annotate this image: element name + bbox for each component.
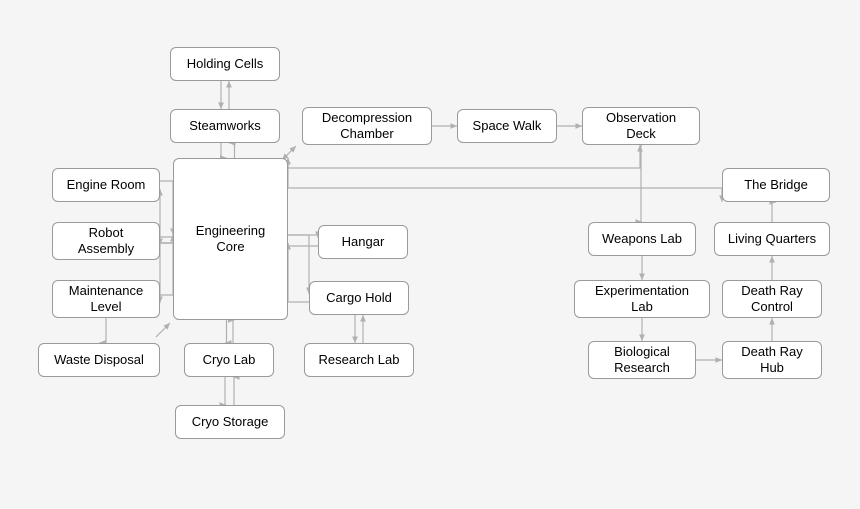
node-label: Death Ray Hub: [741, 344, 802, 375]
node-cargo: Cargo Hold: [309, 281, 409, 315]
node-label: Space Walk: [473, 118, 542, 134]
node-decomp: Decompression Chamber: [302, 107, 432, 145]
node-label: Experimentation Lab: [595, 283, 689, 314]
node-weapons-lab: Weapons Lab: [588, 222, 696, 256]
node-hangar: Hangar: [318, 225, 408, 259]
node-dr-control: Death Ray Control: [722, 280, 822, 318]
node-holding-cells: Holding Cells: [170, 47, 280, 81]
node-obs-deck: Observation Deck: [582, 107, 700, 145]
node-label: Biological Research: [614, 344, 670, 375]
node-bio-research: Biological Research: [588, 341, 696, 379]
node-label: Hangar: [342, 234, 385, 250]
node-steamworks: Steamworks: [170, 109, 280, 143]
node-label: Robot Assembly: [78, 225, 134, 256]
node-label: The Bridge: [744, 177, 808, 193]
node-label: Cryo Storage: [192, 414, 269, 430]
node-label: Weapons Lab: [602, 231, 682, 247]
node-space-walk: Space Walk: [457, 109, 557, 143]
node-cryo-storage: Cryo Storage: [175, 405, 285, 439]
node-engine-room: Engine Room: [52, 168, 160, 202]
node-label: Cargo Hold: [326, 290, 392, 306]
node-label: Waste Disposal: [54, 352, 144, 368]
node-label: Death Ray Control: [741, 283, 802, 314]
node-label: Cryo Lab: [203, 352, 256, 368]
node-robot-assembly: Robot Assembly: [52, 222, 160, 260]
diagram-canvas: Holding Cells Steamworks Decompression Cha…: [0, 0, 860, 509]
node-research-lab: Research Lab: [304, 343, 414, 377]
node-label: Steamworks: [189, 118, 261, 134]
node-label: Engineering Core: [196, 223, 265, 254]
node-label: Engine Room: [67, 177, 146, 193]
node-label: Holding Cells: [187, 56, 264, 72]
node-waste: Waste Disposal: [38, 343, 160, 377]
node-label: Maintenance Level: [69, 283, 143, 314]
node-cryo-lab: Cryo Lab: [184, 343, 274, 377]
node-label: Research Lab: [319, 352, 400, 368]
node-label: Living Quarters: [728, 231, 816, 247]
node-the-bridge: The Bridge: [722, 168, 830, 202]
node-label: Decompression Chamber: [322, 110, 412, 141]
node-living-quarters: Living Quarters: [714, 222, 830, 256]
node-maintenance: Maintenance Level: [52, 280, 160, 318]
node-eng-core: Engineering Core: [173, 158, 288, 320]
node-exp-lab: Experimentation Lab: [574, 280, 710, 318]
node-dr-hub: Death Ray Hub: [722, 341, 822, 379]
node-label: Observation Deck: [606, 110, 676, 141]
